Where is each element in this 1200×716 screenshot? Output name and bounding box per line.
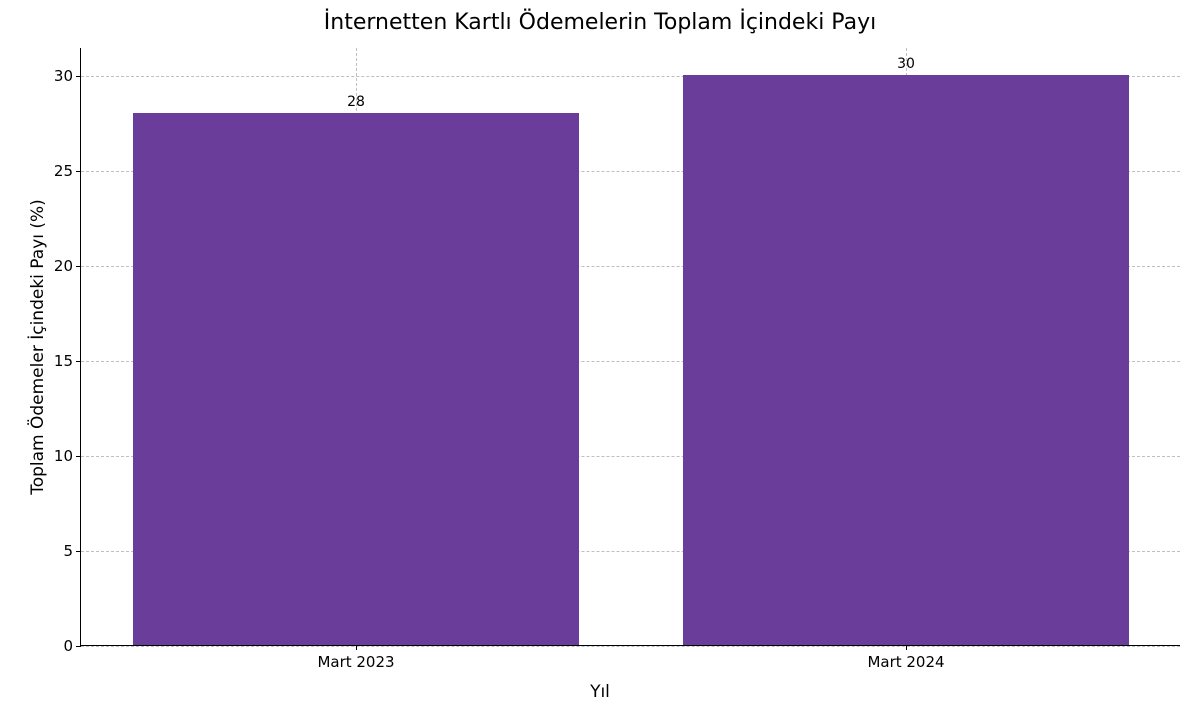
y-tick-mark (76, 646, 81, 647)
y-tick-label: 10 (54, 447, 73, 465)
x-tick-mark (906, 645, 907, 650)
y-tick-label: 30 (54, 67, 73, 85)
x-tick-label: Mart 2023 (317, 653, 394, 671)
bar (133, 113, 579, 645)
x-tick-mark (356, 645, 357, 650)
chart-title: İnternetten Kartlı Ödemelerin Toplam İçi… (0, 10, 1200, 35)
y-axis-label: Toplam Ödemeler İçindeki Payı (%) (28, 199, 48, 495)
bar-value-label: 30 (876, 56, 936, 72)
chart-container: İnternetten Kartlı Ödemelerin Toplam İçi… (0, 0, 1200, 716)
y-tick-mark (76, 171, 81, 172)
y-tick-label: 25 (54, 162, 73, 180)
x-tick-label: Mart 2024 (867, 653, 944, 671)
plot-area: 05101520253028Mart 202330Mart 2024 (80, 48, 1180, 646)
y-tick-label: 20 (54, 257, 73, 275)
y-tick-mark (76, 551, 81, 552)
y-tick-mark (76, 266, 81, 267)
bar-value-label: 28 (326, 94, 386, 110)
y-tick-label: 5 (63, 542, 73, 560)
x-axis-label: Yıl (0, 682, 1200, 702)
y-tick-label: 0 (63, 637, 73, 655)
y-tick-mark (76, 456, 81, 457)
grid-line-h (81, 646, 1180, 647)
bar (683, 75, 1129, 645)
y-tick-mark (76, 76, 81, 77)
y-tick-mark (76, 361, 81, 362)
y-tick-label: 15 (54, 352, 73, 370)
